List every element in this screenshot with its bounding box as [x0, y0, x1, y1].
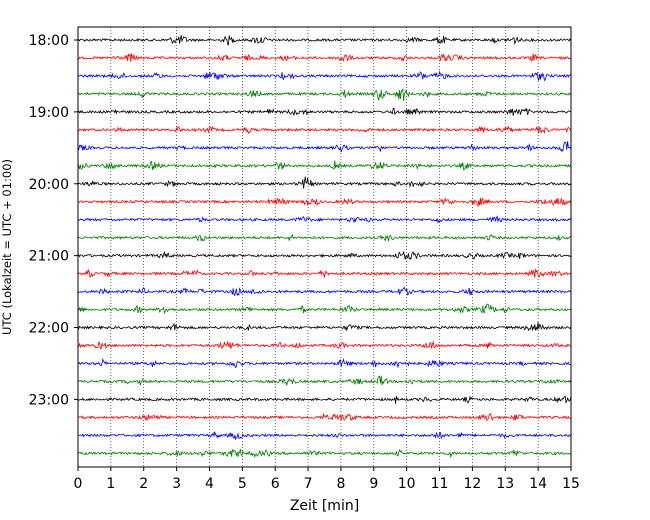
x-tick-label: 15 [562, 476, 580, 492]
trace-row [77, 250, 571, 261]
x-axis-ticks: 0 1 2 3 4 5 6 7 8 9 10 11 12 13 14 15 [74, 467, 580, 492]
x-tick-label: 9 [369, 476, 378, 492]
trace-row [77, 176, 572, 189]
x-tick-label: 6 [271, 476, 280, 492]
trace-row [77, 286, 572, 297]
trace-row [77, 53, 572, 63]
x-tick-label: 8 [336, 476, 345, 492]
y-tick-label: 19:00 [29, 105, 69, 121]
trace-row [77, 197, 572, 208]
y-axis-ticks: 18:00 19:00 20:00 21:00 22:00 23:00 [29, 33, 78, 408]
trace-row [77, 375, 572, 386]
trace-row [77, 358, 571, 369]
x-tick-label: 11 [431, 476, 449, 492]
x-tick-label: 4 [205, 476, 214, 492]
trace-row [77, 395, 572, 404]
plot-frame [77, 26, 572, 468]
x-tick-label: 3 [172, 476, 181, 492]
seismogram-traces [77, 35, 572, 459]
x-tick-label: 7 [304, 476, 313, 492]
trace-row [77, 35, 572, 46]
trace-row [77, 340, 572, 350]
trace-row [77, 234, 572, 242]
trace-row [77, 88, 572, 102]
x-tick-label: 12 [463, 476, 481, 492]
y-tick-label: 18:00 [29, 33, 69, 49]
grid-lines [110, 27, 539, 467]
y-tick-label: 23:00 [29, 392, 69, 408]
y-axis-label: UTC (Lokalzeit = UTC + 01:00) [0, 159, 14, 335]
y-tick-label: 20:00 [29, 177, 69, 193]
y-tick-label: 21:00 [29, 249, 69, 265]
x-axis-label: Zeit [min] [290, 498, 359, 514]
trace-row [77, 141, 572, 153]
trace-row [77, 303, 572, 315]
trace-row [77, 160, 572, 171]
trace-row [77, 412, 571, 421]
trace-row [77, 322, 572, 332]
x-tick-label: 14 [529, 476, 547, 492]
x-tick-label: 5 [238, 476, 247, 492]
trace-row [77, 125, 572, 135]
x-tick-label: 2 [139, 476, 148, 492]
x-tick-label: 1 [106, 476, 115, 492]
x-tick-label: 10 [398, 476, 416, 492]
x-tick-label: 0 [74, 476, 83, 492]
y-tick-label: 22:00 [29, 321, 69, 337]
trace-row [77, 215, 571, 225]
trace-row [77, 70, 572, 82]
trace-row [77, 107, 572, 116]
trace-row [77, 431, 572, 441]
x-tick-label: 13 [496, 476, 514, 492]
trace-row [77, 268, 572, 279]
trace-row [77, 448, 572, 459]
